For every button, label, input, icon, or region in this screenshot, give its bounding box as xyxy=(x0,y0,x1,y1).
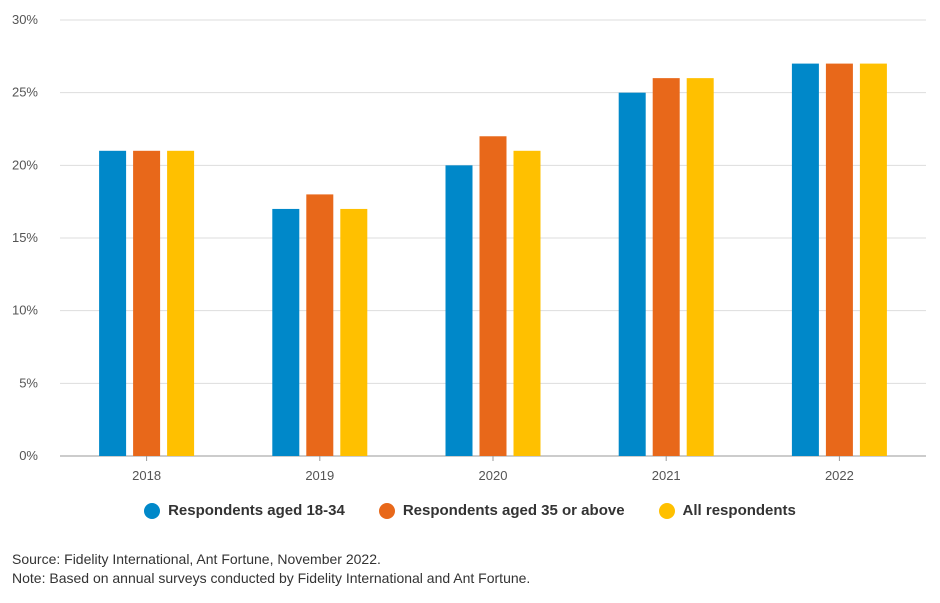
bar xyxy=(513,150,541,457)
bar xyxy=(791,63,819,456)
legend-item-35-above: Respondents aged 35 or above xyxy=(378,502,625,519)
legend-label-all: All respondents xyxy=(682,502,796,519)
bar xyxy=(686,78,714,456)
x-tick-label: 2022 xyxy=(825,468,854,483)
legend-swatch-35-above xyxy=(378,502,395,519)
legend-label-18-34: Respondents aged 18-34 xyxy=(168,502,345,519)
chart-legend: Respondents aged 18-34 Respondents aged … xyxy=(0,502,940,519)
legend-label-35-above: Respondents aged 35 or above xyxy=(402,502,625,519)
bar xyxy=(306,194,334,456)
bar xyxy=(859,63,887,456)
bar xyxy=(618,92,646,457)
y-tick-label: 20% xyxy=(12,157,38,172)
chart-notes: Source: Fidelity International, Ant Fort… xyxy=(12,550,530,588)
bar xyxy=(445,165,473,457)
x-tick-label: 2021 xyxy=(652,468,681,483)
x-tick-label: 2019 xyxy=(305,468,334,483)
y-tick-label: 30% xyxy=(12,12,38,27)
bar xyxy=(272,208,300,456)
y-tick-label: 5% xyxy=(19,375,38,390)
bar xyxy=(133,150,161,457)
x-tick-label: 2018 xyxy=(132,468,161,483)
legend-item-all: All respondents xyxy=(658,502,796,519)
legend-swatch-all xyxy=(658,502,675,519)
bar xyxy=(825,63,853,456)
source-note: Source: Fidelity International, Ant Fort… xyxy=(12,551,381,567)
legend-item-18-34: Respondents aged 18-34 xyxy=(144,502,345,519)
bar xyxy=(479,136,507,456)
y-tick-label: 25% xyxy=(12,85,38,100)
y-tick-label: 10% xyxy=(12,303,38,318)
survey-note: Note: Based on annual surveys conducted … xyxy=(12,570,531,586)
bar-chart: 0% 5% 10% 15% 20% 25% 30% 2018 2019 2020 2021 2022 xyxy=(12,12,926,483)
x-tick-label: 2020 xyxy=(479,468,508,483)
bar xyxy=(652,78,680,456)
legend-swatch-18-34 xyxy=(144,502,161,519)
bar xyxy=(340,208,368,456)
y-tick-label: 15% xyxy=(12,230,38,245)
bar xyxy=(167,150,195,457)
y-tick-label: 0% xyxy=(19,448,38,463)
bar xyxy=(99,150,127,457)
